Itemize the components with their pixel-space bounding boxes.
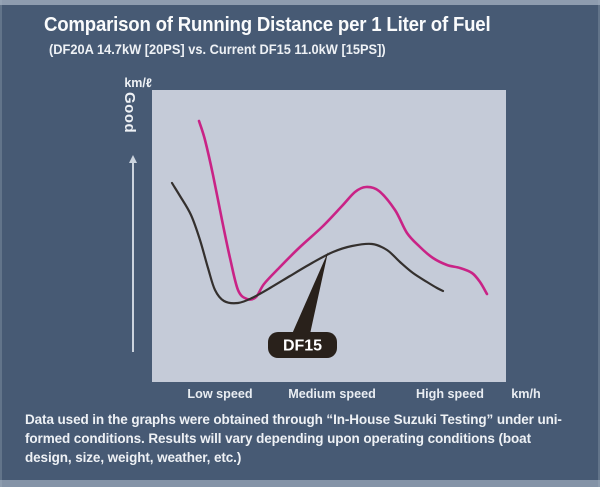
x-tick-medium-speed: Medium speed <box>288 386 376 401</box>
panel-right-edge <box>598 0 600 487</box>
panel-bottom-edge <box>0 480 600 487</box>
x-tick-high-speed: High speed <box>416 386 484 401</box>
disclaimer-line-3: design, size, weight, weather, etc.) <box>25 450 242 465</box>
chart-plot-area: DF15 <box>152 90 506 382</box>
callout-label: DF15 <box>283 338 322 355</box>
series-line-df20a <box>197 119 489 301</box>
panel-left-edge <box>0 0 2 487</box>
fuel-economy-chart-svg: DF15 <box>170 119 489 358</box>
arrow-head-icon <box>129 155 137 163</box>
page-title: Comparison of Running Distance per 1 Lit… <box>44 14 491 36</box>
disclaimer-line-2: formed conditions. Results will vary dep… <box>25 431 531 446</box>
x-axis-unit-label: km/h <box>511 386 541 401</box>
callout-box <box>268 332 337 358</box>
df15-callout: DF15 <box>268 252 337 358</box>
disclaimer-text: Data used in the graphs were obtained th… <box>25 410 585 467</box>
disclaimer-line-1: Data used in the graphs were obtained th… <box>25 412 562 427</box>
y-axis-direction-label: Good <box>121 92 138 134</box>
callout-pointer <box>292 252 328 334</box>
x-tick-low-speed: Low speed <box>187 386 253 401</box>
y-axis-unit-label: km/ℓ <box>124 76 152 90</box>
page-subtitle: (DF20A 14.7kW [20PS] vs. Current DF15 11… <box>49 42 386 57</box>
good-direction-arrow-icon <box>129 155 137 352</box>
panel-top-edge <box>0 0 600 5</box>
series-line-df15 <box>170 181 445 305</box>
